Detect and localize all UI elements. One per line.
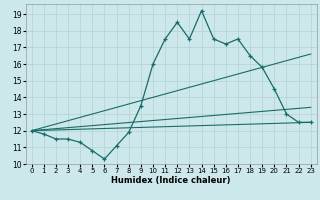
X-axis label: Humidex (Indice chaleur): Humidex (Indice chaleur) bbox=[111, 176, 231, 185]
